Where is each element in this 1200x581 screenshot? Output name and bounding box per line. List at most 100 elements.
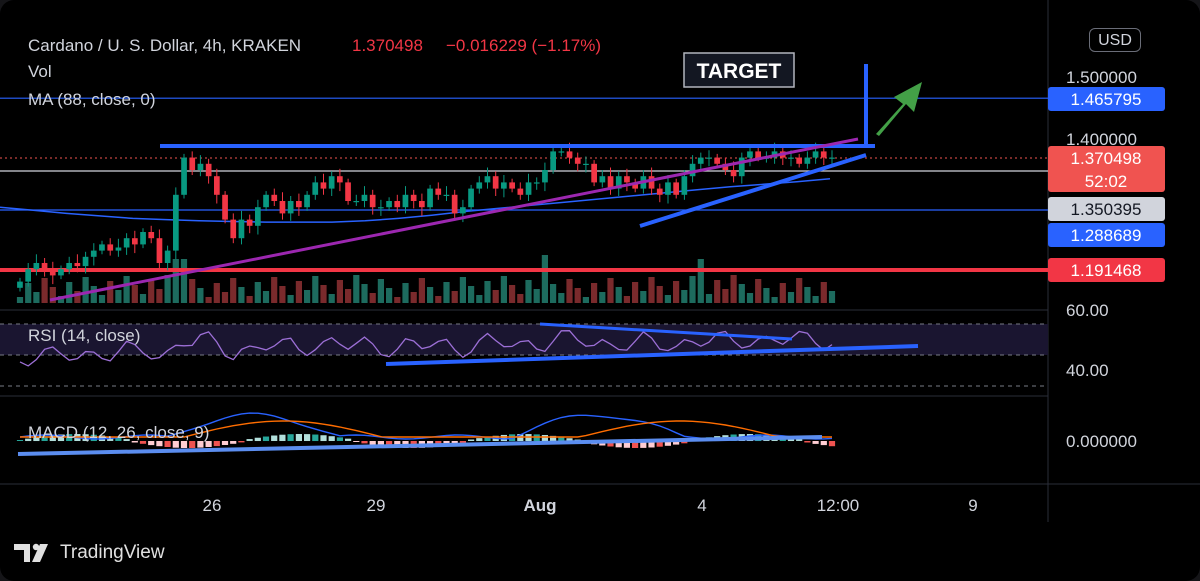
candle-body [320, 182, 327, 189]
macd-hist-bar [632, 441, 639, 448]
volume-bar [689, 276, 696, 303]
volume-bar [623, 296, 630, 303]
currency-button[interactable]: USD [1089, 28, 1141, 52]
macd-hist-bar [197, 441, 204, 448]
volume-bar [82, 277, 89, 303]
candle-body [394, 201, 401, 208]
rsi-band [0, 324, 1048, 355]
volume-bar [205, 297, 212, 303]
candle-body [747, 151, 753, 158]
legend-symbol: Cardano / U. S. Dollar, 4h, KRAKEN [28, 36, 301, 55]
volume-bar [410, 292, 417, 303]
volume-bar [468, 286, 475, 303]
price-tag [1048, 87, 1165, 111]
volume-bar [558, 293, 565, 303]
volume-bar [353, 275, 360, 303]
candle-body [90, 250, 97, 257]
macd-label: MACD (12, 26, close, 9) [28, 423, 209, 442]
candle-body [25, 269, 31, 282]
candle-body [58, 269, 64, 276]
volume-bar [98, 295, 106, 303]
candle-body [279, 201, 286, 214]
macd-hist-bar [345, 438, 352, 441]
candle-body [99, 244, 105, 251]
candle-body [632, 182, 638, 189]
volume-bar [156, 289, 163, 303]
ascending-support-trendline [639, 153, 867, 228]
rsi-line [19, 330, 833, 367]
volume-bar [402, 283, 409, 303]
candle-body [648, 176, 655, 189]
target-label-box[interactable] [683, 52, 795, 88]
candle-body [525, 182, 532, 195]
macd-hist-bar [180, 441, 188, 448]
candle-body [706, 157, 712, 159]
macd-hist-bar [57, 434, 65, 442]
volume-bar [418, 278, 425, 303]
macd-hist-bar [238, 441, 245, 443]
volume-bar [640, 291, 647, 303]
candle-body [222, 194, 228, 220]
time-tick-label: 9 [968, 496, 977, 515]
candle-body [238, 219, 245, 239]
volume-bar [533, 289, 540, 303]
candle-body [476, 182, 483, 189]
volume-bar [345, 289, 352, 303]
volume-bar [386, 288, 393, 303]
volume-bar [66, 282, 73, 303]
volume-bar [16, 297, 24, 303]
candle-body [517, 188, 524, 195]
macd-trendline [17, 435, 823, 456]
price-tag [1048, 146, 1165, 192]
candle-body [255, 207, 261, 226]
volume-bar [705, 294, 713, 303]
macd-hist-bar [656, 441, 663, 447]
macd-hist-bar [230, 441, 237, 444]
candle-body [468, 188, 474, 208]
price-tag-label: 1.191468 [1071, 261, 1142, 280]
volume-bar [312, 276, 319, 303]
candle-body [287, 201, 294, 214]
macd-hist-bar [615, 441, 622, 448]
legend-vol: Vol [28, 62, 52, 81]
volume-bar [369, 293, 376, 303]
candle-body [296, 201, 302, 208]
candle-body [312, 182, 319, 195]
candle-body [214, 176, 220, 195]
volume-bar [632, 282, 639, 303]
candle-body [566, 151, 573, 158]
volume-bar [287, 295, 294, 303]
macd-hist-bar [295, 434, 302, 442]
price-tag-label: 1.465795 [1071, 90, 1142, 109]
macd-hist-bar [328, 436, 335, 442]
time-tick-label: 4 [697, 496, 706, 515]
volume-bar [615, 287, 622, 303]
volume-bar [107, 281, 114, 303]
volume-bar [476, 295, 483, 303]
macd-hist-bar [804, 441, 811, 443]
candle-body [796, 157, 802, 164]
volume-bar [328, 294, 335, 303]
candle-body [148, 232, 155, 239]
volume-bar [254, 282, 261, 303]
macd-hist-bar [607, 441, 614, 447]
volume-bar [746, 293, 754, 303]
volume-bar [197, 288, 204, 303]
macd-hist-bar [648, 441, 655, 448]
tradingview-logo[interactable]: TradingView [14, 538, 165, 568]
candle-body [123, 238, 130, 248]
macd-hist-bar [25, 438, 32, 442]
legend-price: 1.370498 [352, 36, 423, 55]
candle-body [74, 263, 81, 267]
macd-hist-bar [90, 434, 97, 442]
volume-bar [320, 285, 327, 303]
candle-body [451, 194, 458, 214]
volume-bar [804, 287, 811, 303]
volume-bar [517, 294, 524, 303]
volume-bar [509, 285, 516, 303]
upward-arrow-icon [876, 82, 922, 136]
macd-hist-bar [254, 437, 261, 442]
candle-body [697, 157, 704, 164]
time-tick-label: 12:00 [817, 496, 860, 515]
